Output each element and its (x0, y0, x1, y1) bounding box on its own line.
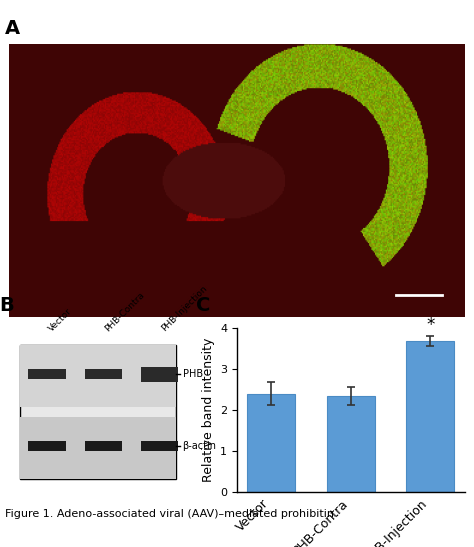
Bar (247, 394, 295, 492)
FancyBboxPatch shape (141, 441, 178, 451)
Text: Figure 1. Adeno-associated viral (AAV)–mediated prohibitin: Figure 1. Adeno-associated viral (AAV)–m… (5, 509, 334, 519)
Text: PHB-Contra: PHB-Contra (103, 290, 146, 333)
Bar (406, 341, 454, 492)
Text: B: B (0, 296, 14, 315)
Text: PHB-Injection: PHB-Injection (160, 284, 209, 333)
FancyBboxPatch shape (84, 369, 122, 379)
Y-axis label: Relative band intensity: Relative band intensity (201, 338, 215, 482)
Text: A: A (5, 19, 20, 38)
FancyBboxPatch shape (84, 441, 122, 451)
Text: Vector: Vector (47, 306, 74, 333)
Text: β-actin: β-actin (182, 441, 217, 451)
FancyBboxPatch shape (28, 441, 66, 451)
FancyBboxPatch shape (141, 366, 178, 382)
Text: *: * (426, 316, 435, 334)
FancyBboxPatch shape (28, 369, 66, 379)
Bar (327, 396, 374, 492)
FancyBboxPatch shape (20, 345, 176, 407)
Text: PHB: PHB (182, 369, 203, 379)
Text: C: C (196, 296, 210, 315)
FancyBboxPatch shape (20, 345, 176, 479)
FancyBboxPatch shape (20, 417, 176, 479)
